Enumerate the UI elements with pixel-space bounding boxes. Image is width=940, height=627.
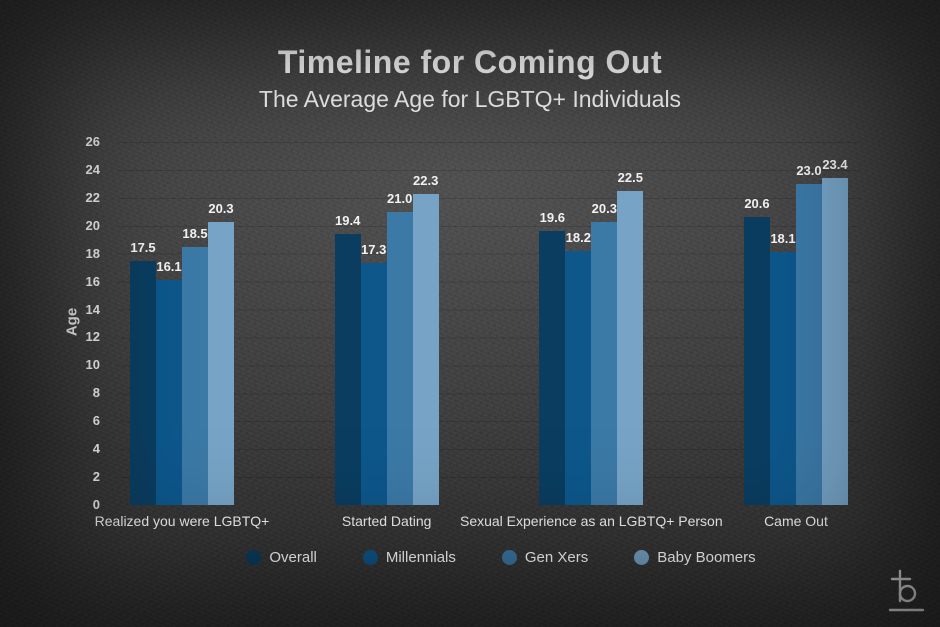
bar-baby-boomers: 22.3 xyxy=(412,173,439,505)
y-axis-ticks: 0 2 4 6 8 10 12 14 16 18 20 22 24 26 xyxy=(0,134,100,512)
bar-value-label: 20.3 xyxy=(208,200,234,216)
bar-slot: 17.3 xyxy=(360,142,387,505)
bar-value-label: 18.1 xyxy=(770,231,796,247)
bar-slot: 19.6 xyxy=(539,142,566,505)
bar-slot: 20.3 xyxy=(591,142,618,505)
bar-value-label: 17.3 xyxy=(361,242,387,258)
bar-group: 19.4 17.3 21.0 22.3 Started Dating xyxy=(334,142,439,529)
legend-swatch-icon xyxy=(501,550,517,565)
y-tick-label: 22 xyxy=(85,189,100,205)
bar-slot: 18.1 xyxy=(769,142,796,505)
bar-millennials: 18.2 xyxy=(565,230,592,505)
bar-value-label: 20.6 xyxy=(744,196,770,212)
bar-slot: 23.0 xyxy=(795,142,822,505)
bar-slot: 18.2 xyxy=(565,142,592,505)
y-tick-label: 16 xyxy=(85,273,100,289)
bar-value-label: 17.5 xyxy=(130,239,156,255)
bar-slot: 20.3 xyxy=(208,142,234,505)
bar-value-label: 20.3 xyxy=(591,200,617,216)
y-tick-label: 0 xyxy=(92,497,100,512)
bar-baby-boomers: 23.4 xyxy=(821,157,848,505)
bar-gen-xers: 23.0 xyxy=(795,163,822,505)
legend-item: Millennials xyxy=(362,549,456,566)
bar-gen-xers: 20.3 xyxy=(591,201,618,505)
y-tick-label: 8 xyxy=(92,385,100,401)
bar-group: 17.5 16.1 18.5 20.3 Realized you were LGBTQ+ xyxy=(95,142,270,529)
bar-slot: 20.6 xyxy=(743,142,770,505)
y-tick-label: 12 xyxy=(85,329,100,345)
bar-slot: 19.4 xyxy=(334,142,361,505)
y-tick-label: 14 xyxy=(85,301,100,317)
y-tick-label: 2 xyxy=(92,469,100,485)
y-tick-label: 20 xyxy=(85,217,100,233)
legend-label: Gen Xers xyxy=(524,549,589,566)
category-label: Sexual Experience as an LGBTQ+ Person xyxy=(459,513,723,529)
bar-slot: 17.5 xyxy=(130,142,156,505)
bar-slot: 21.0 xyxy=(386,142,413,505)
y-tick-label: 18 xyxy=(85,245,100,261)
bar-baby-boomers: 22.5 xyxy=(617,170,644,505)
y-tick-label: 24 xyxy=(85,161,100,177)
y-tick-label: 26 xyxy=(85,134,100,149)
bar-value-label: 18.5 xyxy=(182,225,208,241)
legend-swatch-icon xyxy=(634,550,650,565)
legend-label: Baby Boomers xyxy=(657,549,756,566)
bar-slot: 18.5 xyxy=(182,142,208,505)
bar-slot: 16.1 xyxy=(156,142,182,505)
category-label: Realized you were LGBTQ+ xyxy=(94,513,270,529)
category-label: Came Out xyxy=(764,513,828,529)
y-tick-label: 10 xyxy=(85,357,100,373)
legend-item: Gen Xers xyxy=(501,549,589,566)
bar-slot: 22.3 xyxy=(412,142,439,505)
bar-value-label: 23.0 xyxy=(796,162,822,178)
bar-value-label: 23.4 xyxy=(822,157,848,173)
category-label: Started Dating xyxy=(341,513,432,529)
bar-baby-boomers: 20.3 xyxy=(208,201,234,505)
chart-title: Timeline for Coming Out xyxy=(277,44,663,80)
plot-area: 17.5 16.1 18.5 20.3 Realized you were LGBTQ+… xyxy=(95,142,860,529)
bar-millennials: 18.1 xyxy=(769,231,796,505)
bar-value-label: 19.6 xyxy=(539,210,565,226)
legend-label: Millennials xyxy=(385,549,456,566)
bar-value-label: 22.5 xyxy=(617,169,643,185)
bar-slot: 23.4 xyxy=(821,142,848,505)
legend-item: Baby Boomers xyxy=(634,549,756,566)
bar-value-label: 18.2 xyxy=(565,229,591,245)
bar-overall: 17.5 xyxy=(130,240,156,505)
bar-gen-xers: 21.0 xyxy=(386,191,413,505)
legend-swatch-icon xyxy=(362,550,378,565)
chart-subtitle: The Average Age for LGBTQ+ Individuals xyxy=(258,86,682,112)
bar-group: 20.6 18.1 23.0 23.4 Came Out xyxy=(743,142,848,529)
legend-item: Overall xyxy=(246,549,317,566)
bar-overall: 19.6 xyxy=(539,210,566,505)
bar-gen-xers: 18.5 xyxy=(182,226,208,505)
bar-value-label: 21.0 xyxy=(387,190,413,206)
legend-label: Overall xyxy=(269,549,317,566)
bar-overall: 20.6 xyxy=(743,196,770,505)
bar-value-label: 16.1 xyxy=(156,259,182,275)
bar-overall: 19.4 xyxy=(334,213,361,505)
brand-b-logo-icon xyxy=(888,567,926,615)
bar-millennials: 16.1 xyxy=(156,259,182,505)
legend-swatch-icon xyxy=(246,550,262,565)
y-tick-label: 4 xyxy=(92,441,100,457)
bar-value-label: 19.4 xyxy=(335,213,361,229)
bar-slot: 22.5 xyxy=(617,142,644,505)
bar-group: 19.6 18.2 20.3 22.5 Sexual Experience as an … xyxy=(460,142,723,529)
y-tick-label: 6 xyxy=(92,413,100,429)
bar-millennials: 17.3 xyxy=(360,242,387,505)
bar-value-label: 22.3 xyxy=(413,172,439,188)
legend: Overall Millennials Gen Xers Baby Boomers xyxy=(130,549,872,566)
